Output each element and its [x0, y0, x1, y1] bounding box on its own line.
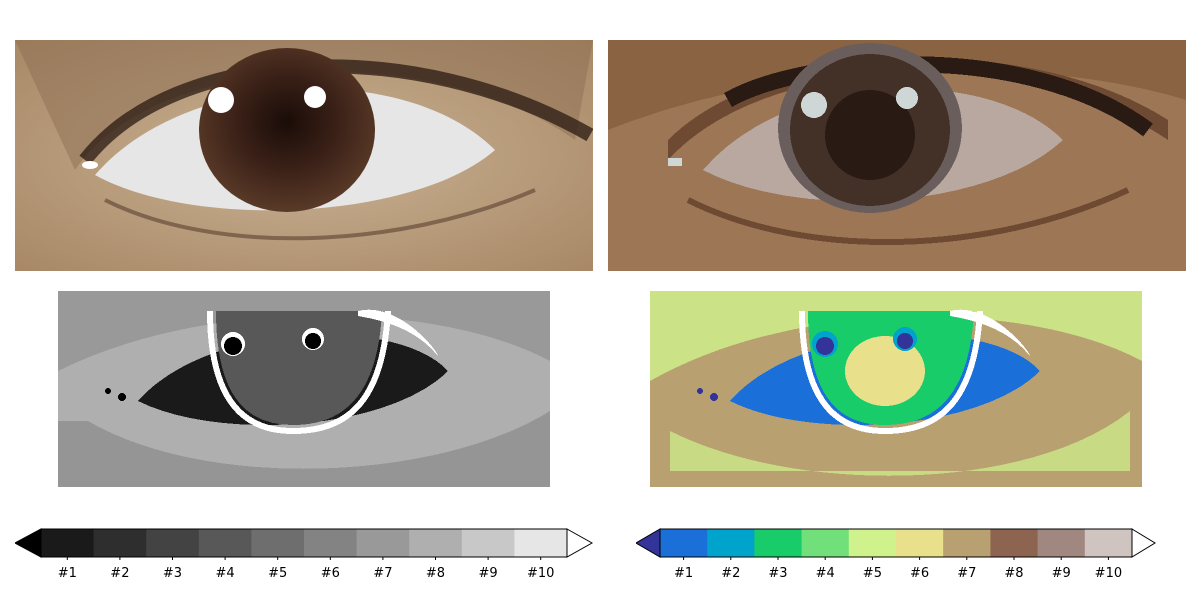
iris	[199, 48, 375, 212]
gray-cbar-tick-label: #2	[110, 566, 130, 581]
corner-highlight	[82, 161, 98, 169]
upper-texture	[58, 291, 550, 371]
corner-dot-2	[710, 393, 718, 401]
terrain-cbar-tick-label: #9	[1051, 566, 1071, 581]
terrain-cbar-tick-label: #10	[1094, 566, 1123, 581]
terrain-colorbar-svg	[635, 528, 1156, 561]
iris-body	[216, 311, 382, 425]
terrain-colorbar: #1 #2 #3 #4 #5 #6 #7 #8 #9 #10	[635, 528, 1158, 588]
gray-cbar-swatch-1	[41, 529, 95, 557]
gray-cbar-swatch-9	[461, 529, 515, 557]
terrain-cbar-swatch-10	[1084, 529, 1133, 557]
reflection-left	[801, 92, 827, 118]
gray-cbar-tick-label: #3	[162, 566, 183, 581]
original-eye-image	[15, 40, 593, 271]
gray-cbar-tick-label: #5	[268, 566, 288, 581]
pupil-left	[224, 337, 242, 355]
terrain-cbar-outline	[659, 528, 1133, 558]
reflection-right	[896, 87, 918, 109]
iris-outline	[207, 310, 391, 435]
white-arc-right	[950, 309, 1030, 356]
iris-center	[845, 336, 925, 406]
corner-highlight	[668, 158, 682, 166]
terrain-cbar-over-triangle	[1131, 528, 1156, 558]
eyelid-shadow	[15, 40, 593, 170]
pupil-left	[816, 337, 834, 355]
gray-cbar-tick-label: #4	[215, 566, 235, 581]
terrain-cbar-swatch-9	[1037, 529, 1086, 557]
gray-cbar-tick-label: #9	[478, 566, 498, 581]
terrain-cbar-tick-label: #4	[815, 566, 835, 581]
gray-cbar-outline	[40, 528, 568, 558]
gray-cbar-tick-label: #6	[320, 566, 340, 581]
terrain-cbar-swatch-6	[896, 529, 944, 557]
terrain-label-map	[650, 291, 1142, 487]
terrain-cbar-swatch-2	[707, 529, 755, 557]
gray-cbar-over-triangle	[566, 528, 594, 558]
pupil-right	[897, 333, 913, 349]
quantized-eye-image	[608, 40, 1186, 271]
terrain-cbar-tick-label: #2	[721, 566, 741, 581]
gray-cbar-swatch-8	[409, 529, 463, 557]
terrain-cbar-swatch-8	[990, 529, 1039, 557]
terrain-cbar-swatch-1	[660, 529, 708, 557]
terrain-cbar-tick-label: #8	[1004, 566, 1024, 581]
pupil	[825, 90, 915, 180]
gray-cbar-swatch-4	[198, 529, 252, 557]
white-arc-right	[358, 309, 438, 356]
gray-cbar-tick-label: #1	[57, 566, 77, 581]
gray-cbar-swatch-6	[304, 529, 358, 557]
gray-cbar-swatch-7	[356, 529, 410, 557]
grayscale-colorbar-svg	[13, 528, 594, 561]
lower-lashes	[104, 188, 536, 241]
terrain-cbar-tick-label: #6	[910, 566, 930, 581]
terrain-cbar-swatch-3	[754, 529, 803, 557]
gray-cbar-swatch-3	[146, 529, 200, 557]
lower-texture	[670, 411, 1130, 476]
reflection-right	[304, 86, 326, 108]
lower-region	[58, 411, 550, 487]
grayscale-label-map	[58, 291, 550, 487]
grayscale-colorbar: #1 #2 #3 #4 #5 #6 #7 #8 #9 #10	[13, 528, 595, 588]
gray-cbar-swatch-2	[93, 529, 147, 557]
terrain-cbar-swatch-7	[943, 529, 991, 557]
dark-skin-patches	[608, 40, 1186, 130]
iris-outline	[799, 310, 983, 435]
pupil-right	[305, 333, 321, 349]
corner-dot-2	[118, 393, 126, 401]
gray-cbar-under-triangle	[13, 528, 42, 558]
upper-texture	[650, 291, 1142, 381]
terrain-cbar-tick-label: #7	[957, 566, 977, 581]
terrain-cbar-tick-label: #3	[768, 566, 788, 581]
gray-cbar-swatch-5	[251, 529, 305, 557]
lower-lashes	[686, 187, 1130, 245]
corner-dot-1	[105, 388, 111, 394]
terrain-cbar-swatch-4	[801, 529, 850, 557]
gray-cbar-tick-label: #8	[425, 566, 446, 581]
terrain-cbar-swatch-5	[848, 529, 897, 557]
terrain-cbar-tick-label: #5	[862, 566, 882, 581]
gray-cbar-tick-label: #7	[373, 566, 393, 581]
reflection-left	[208, 87, 234, 113]
gray-cbar-tick-label: #10	[526, 566, 555, 581]
corner-dot-1	[697, 388, 703, 394]
gray-cbar-swatch-10	[514, 529, 568, 557]
terrain-cbar-under-triangle	[635, 528, 661, 558]
terrain-cbar-tick-label: #1	[674, 566, 694, 581]
